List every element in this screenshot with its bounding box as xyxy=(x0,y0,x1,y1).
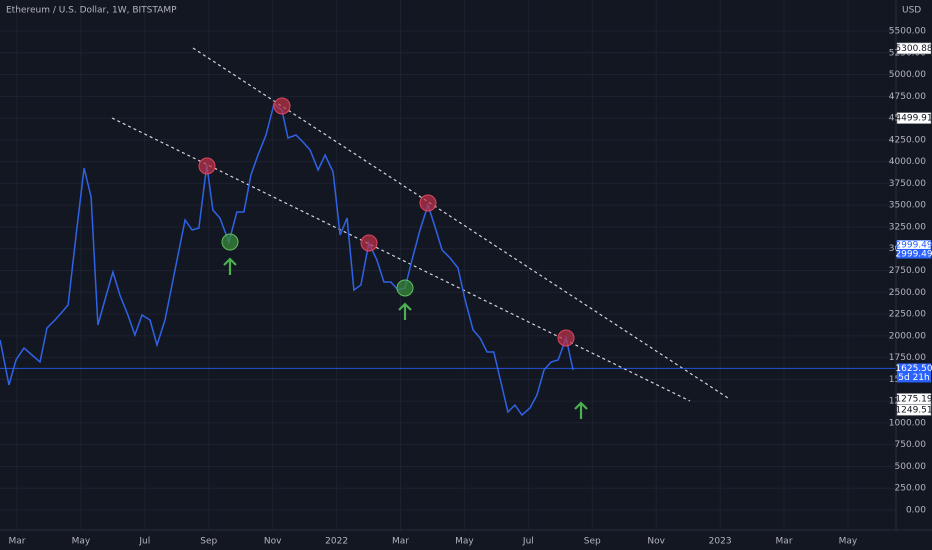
x-tick-label: 2022 xyxy=(325,537,348,547)
y-tick-label: 4750.00 xyxy=(889,92,926,102)
trough-marker xyxy=(221,233,239,251)
price-label: 5300.88 xyxy=(895,44,932,54)
x-tick-label: Jul xyxy=(522,537,534,547)
y-tick-label: 3250.00 xyxy=(889,222,926,232)
x-tick-label: Mar xyxy=(9,537,26,547)
x-tick-label: May xyxy=(72,537,91,547)
peak-marker xyxy=(419,194,437,212)
labels: 0.00250.00500.00750.001000.001250.001500… xyxy=(9,27,932,547)
peak-marker xyxy=(360,234,378,252)
x-tick-label: Jul xyxy=(138,537,150,547)
price-label-box xyxy=(896,42,932,55)
price-label: 4499.91 xyxy=(895,114,932,124)
y-tick-label: 3500.00 xyxy=(889,201,926,211)
highlight-label: 2999.49 xyxy=(895,240,932,250)
y-tick-label: 750.00 xyxy=(895,440,927,450)
up-arrow xyxy=(398,302,412,320)
y-tick-label: 1750.00 xyxy=(889,353,926,363)
last-price-box xyxy=(897,363,931,383)
x-tick-label: Sep xyxy=(200,537,217,547)
y-tick-label: 2500.00 xyxy=(889,288,926,298)
y-tick-label: 500.00 xyxy=(895,462,927,472)
x-tick-label: Nov xyxy=(264,537,282,547)
x-tick-label: May xyxy=(455,537,474,547)
peak-marker xyxy=(198,157,216,175)
y-tick-label: 0.00 xyxy=(906,506,926,516)
chart-title: Ethereum / U.S. Dollar, 1W, BITSTAMP xyxy=(6,6,177,16)
x-tick-label: May xyxy=(839,537,858,547)
x-tick-label: Sep xyxy=(584,537,601,547)
grid xyxy=(0,0,896,530)
y-tick-label: 5500.00 xyxy=(889,27,926,37)
y-tick-label: 250.00 xyxy=(895,484,927,494)
highlight-label: 2999.49 xyxy=(895,249,932,259)
up-arrow xyxy=(223,257,237,275)
peak-markers xyxy=(198,97,575,347)
trend-line xyxy=(192,47,729,399)
price-label: 1275.19 xyxy=(895,394,932,404)
last-price-label: 1625.50 xyxy=(895,364,932,374)
x-tick-label: Mar xyxy=(392,537,409,547)
up-arrow xyxy=(574,401,588,419)
y-tick-label: 4250.00 xyxy=(889,135,926,145)
y-tick-label: 3750.00 xyxy=(889,179,926,189)
price-line xyxy=(0,102,574,417)
x-tick-label: Nov xyxy=(647,537,665,547)
price-label-box xyxy=(896,112,932,124)
peak-marker xyxy=(557,329,575,347)
price-label: 1249.51 xyxy=(895,405,932,415)
y-tick-label: 2750.00 xyxy=(889,266,926,276)
x-tick-label: 2023 xyxy=(709,537,732,547)
trough-marker xyxy=(396,279,414,297)
trend-line xyxy=(111,117,691,402)
y-tick-label: 5000.00 xyxy=(889,70,926,80)
highlight-label-box xyxy=(896,248,932,259)
y-tick-label: 1000.00 xyxy=(889,418,926,428)
peak-marker xyxy=(273,97,291,115)
arrows xyxy=(223,257,588,419)
countdown: 5d 21h xyxy=(898,373,929,383)
y-tick-label: 2250.00 xyxy=(889,310,926,320)
currency: USD xyxy=(902,6,921,16)
series xyxy=(0,102,896,417)
trough-markers xyxy=(221,233,414,297)
x-tick-label: Mar xyxy=(776,537,793,547)
y-tick-label: 2000.00 xyxy=(889,331,926,341)
y-tick-label: 4000.00 xyxy=(889,157,926,167)
price-label-box xyxy=(896,404,932,416)
